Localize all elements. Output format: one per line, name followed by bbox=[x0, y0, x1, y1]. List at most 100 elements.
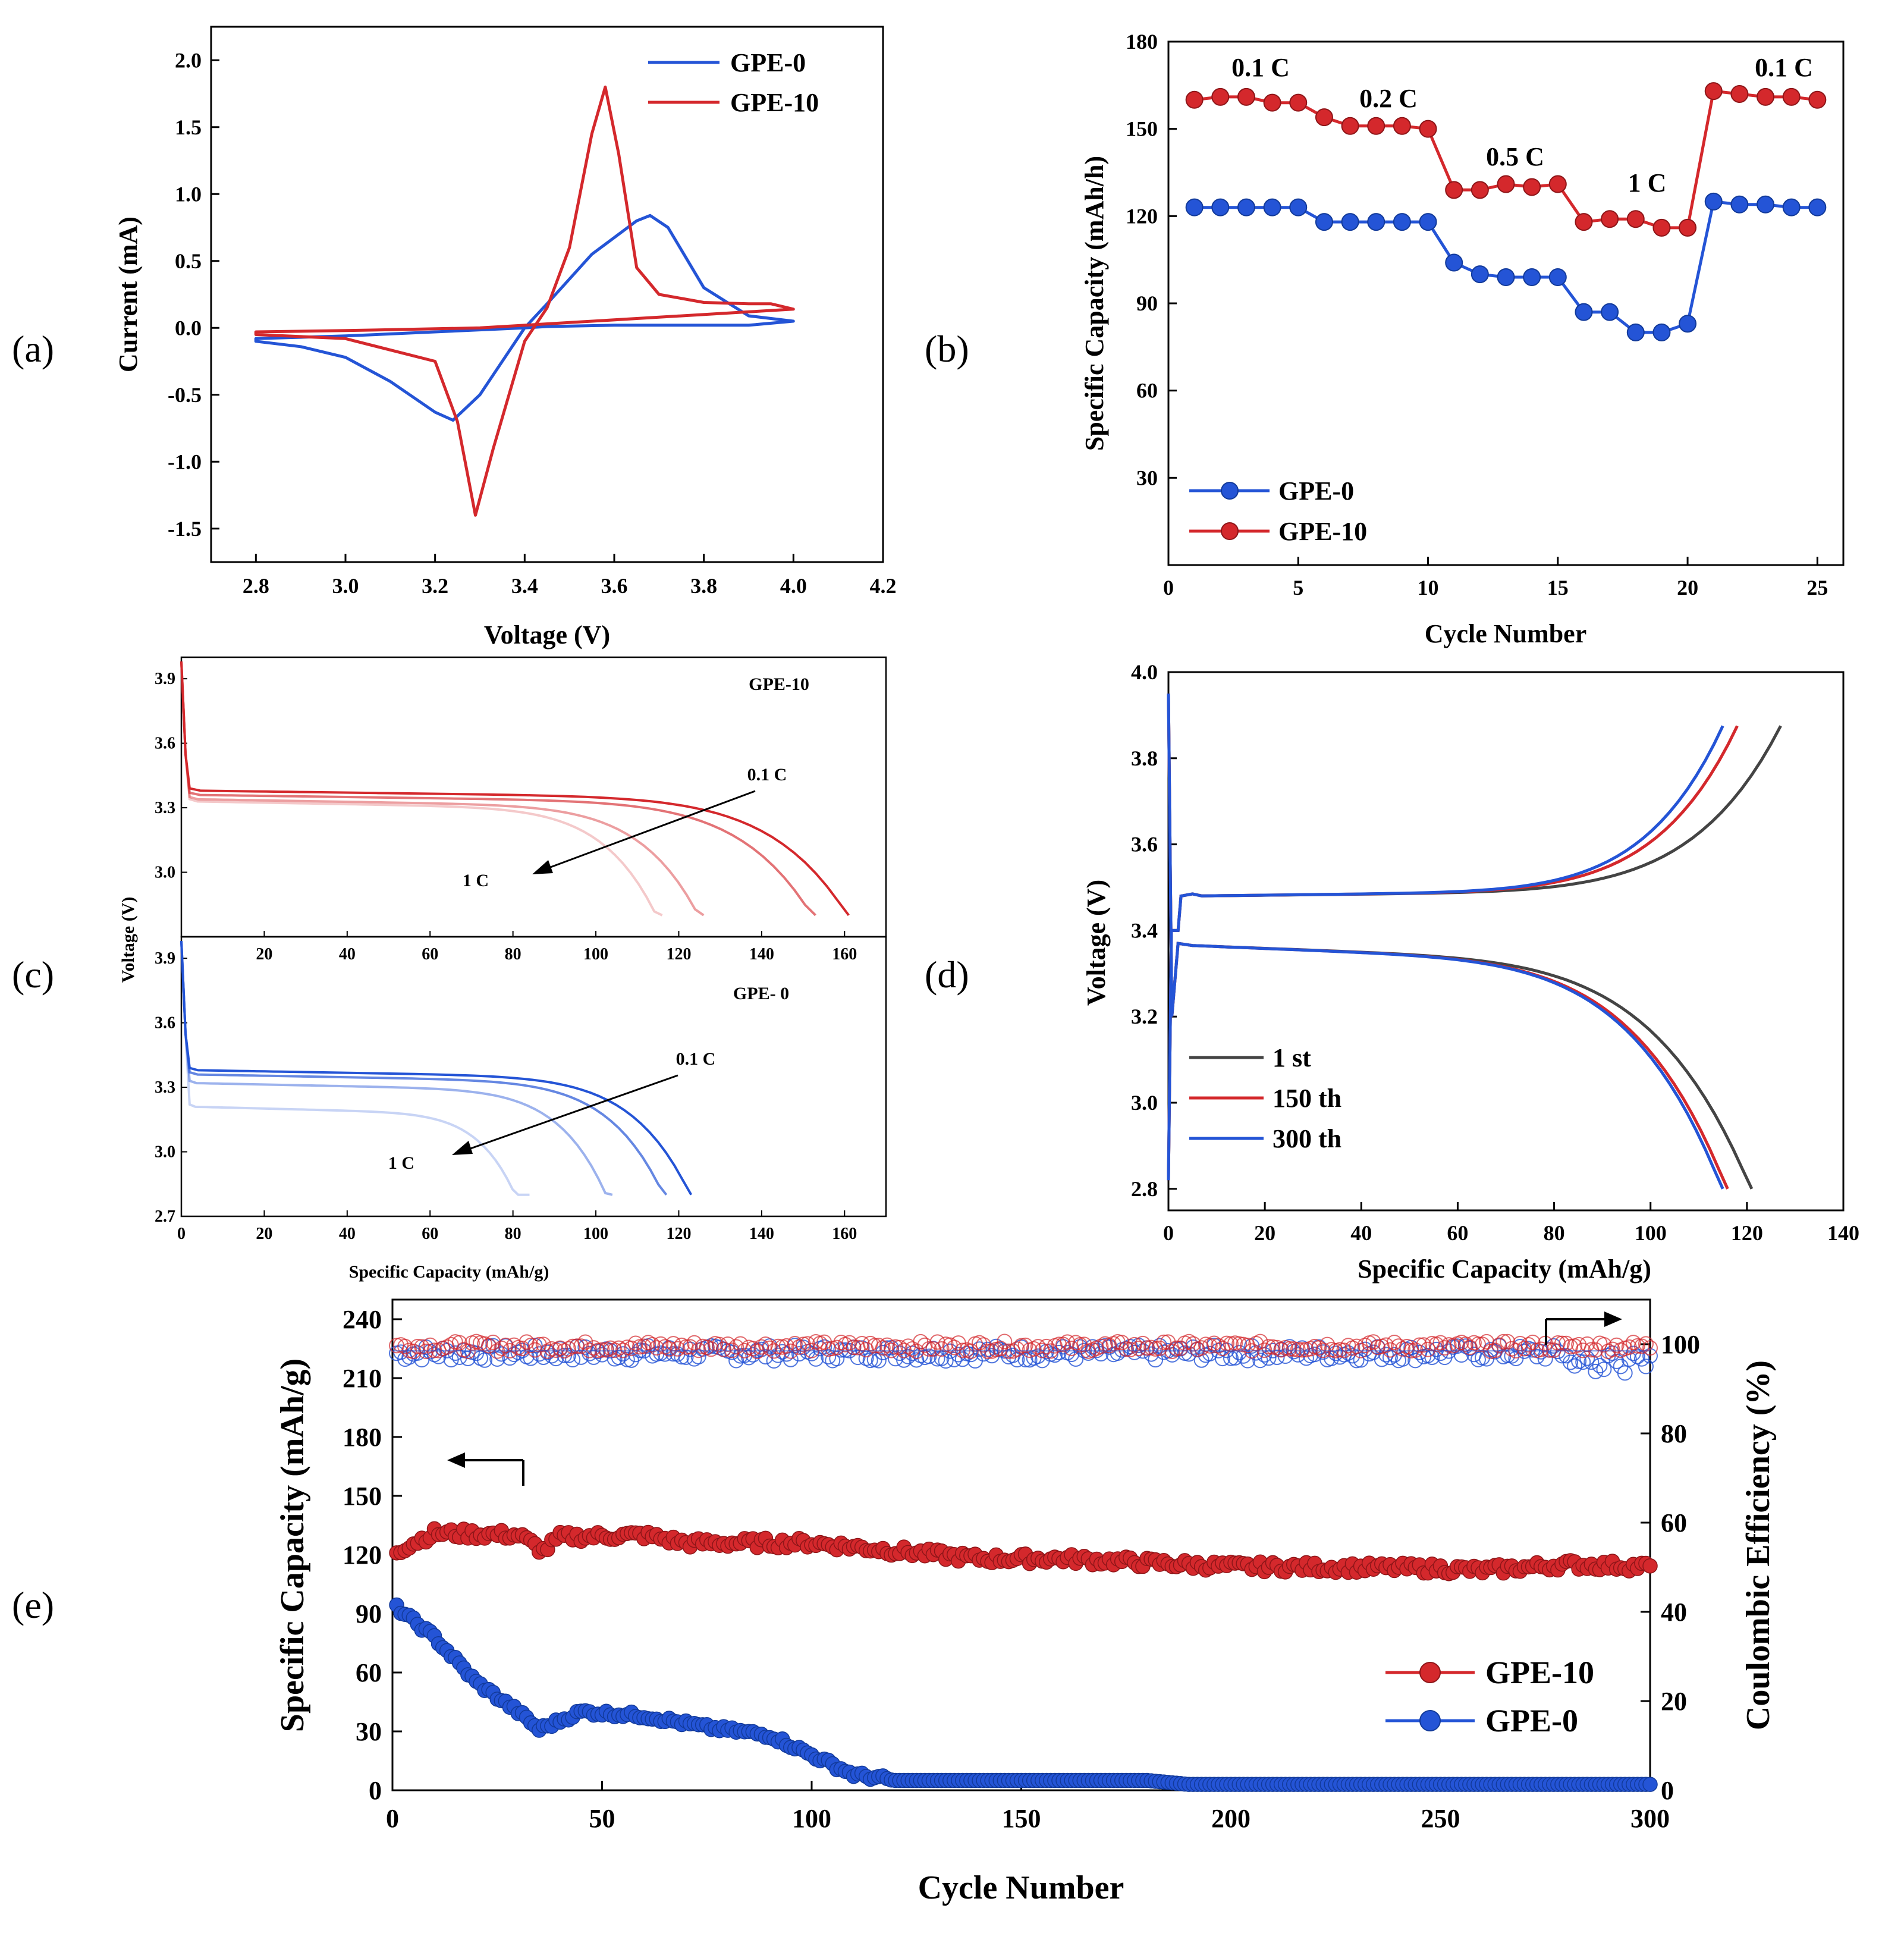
rate-point-gpe-10 bbox=[1626, 210, 1645, 228]
xtick-label: 4.0 bbox=[780, 574, 807, 598]
ytick-label: 60 bbox=[356, 1658, 382, 1687]
ce-point-gpe0 bbox=[686, 1351, 702, 1367]
panel-a: (a) -1.5 -1.0 -0.5 0.0 0.5 1.0 1.5 2.0 2.8 3.0 3.… bbox=[12, 26, 897, 649]
ce-point-gpe10 bbox=[778, 1338, 794, 1354]
ce-point-gpe0 bbox=[774, 1344, 790, 1360]
ce-point-gpe10 bbox=[1038, 1338, 1054, 1354]
ce-point-gpe10 bbox=[1156, 1334, 1172, 1350]
panel-a-xaxis: 2.8 3.0 3.2 3.4 3.6 3.8 4.0 4.2 bbox=[243, 554, 897, 598]
ce-point-gpe10 bbox=[577, 1334, 593, 1350]
panel-a-frame bbox=[210, 26, 884, 563]
ce-point-gpe0 bbox=[1529, 1348, 1545, 1364]
xtick-label: 250 bbox=[1421, 1804, 1460, 1833]
discharge-curve-300th bbox=[1167, 694, 1724, 1190]
panel-d-series bbox=[1167, 694, 1782, 1190]
ce-point-gpe10 bbox=[913, 1333, 929, 1350]
rate-point-gpe-10 bbox=[1289, 93, 1308, 112]
rate-point-gpe-10 bbox=[1393, 117, 1411, 135]
ce-point-gpe0 bbox=[808, 1351, 824, 1367]
ce-point-gpe10 bbox=[1633, 1338, 1649, 1354]
ytick-label: 3.3 bbox=[155, 799, 175, 817]
ce-point-gpe0 bbox=[1579, 1350, 1595, 1366]
rate-point-gpe-0 bbox=[1341, 213, 1359, 231]
panel-e-y2label: Coulombic Efficiency (%) bbox=[1740, 1360, 1777, 1730]
ce-point-gpe10 bbox=[519, 1334, 535, 1350]
rate-point-gpe-0 bbox=[1393, 213, 1411, 231]
ce-point-gpe0 bbox=[1596, 1361, 1612, 1378]
ytick-label: 2.0 bbox=[175, 48, 202, 72]
panel-b-series bbox=[1185, 82, 1827, 341]
rate-point-gpe-0 bbox=[1808, 198, 1827, 216]
arrow-head bbox=[452, 1141, 473, 1155]
rate-point-gpe-0 bbox=[1575, 303, 1593, 321]
ce-point-gpe10 bbox=[711, 1336, 727, 1353]
legend-label-gpe10: GPE-10 bbox=[1485, 1655, 1594, 1690]
ce-point-gpe10 bbox=[1395, 1341, 1411, 1357]
gpe0-discharge-curve bbox=[180, 941, 613, 1196]
ce-point-gpe10 bbox=[1009, 1341, 1025, 1357]
ce-point-gpe10 bbox=[1533, 1341, 1549, 1357]
ce-point-gpe0 bbox=[821, 1349, 837, 1365]
ce-point-gpe0 bbox=[1621, 1351, 1637, 1367]
ce-point-gpe0 bbox=[909, 1352, 925, 1368]
ce-point-gpe0 bbox=[745, 1347, 761, 1363]
xtick-label: 100 bbox=[792, 1804, 831, 1833]
ce-point-gpe10 bbox=[1642, 1340, 1658, 1356]
annotation-rate-1c: 1 C bbox=[1628, 168, 1667, 197]
ce-point-gpe10 bbox=[1479, 1333, 1495, 1350]
ce-point-gpe10 bbox=[1126, 1336, 1142, 1353]
panel-c: (c) 3.0 3.3 3.6 3.9 20 40 60 80 100 120 140 160 2.7… bbox=[12, 656, 887, 1282]
rate-point-gpe-0 bbox=[1471, 265, 1489, 284]
rate-point-gpe-0 bbox=[1652, 323, 1671, 341]
rate-point-gpe-10 bbox=[1341, 117, 1359, 135]
ce-point-gpe10 bbox=[611, 1340, 627, 1356]
xtick-label: 40 bbox=[1350, 1221, 1372, 1245]
rate-point-gpe-10 bbox=[1575, 213, 1593, 231]
ce-point-gpe10 bbox=[682, 1339, 698, 1355]
ce-point-gpe10 bbox=[506, 1337, 522, 1353]
rate-point-gpe-10 bbox=[1679, 218, 1697, 237]
ytick-label: 30 bbox=[356, 1717, 382, 1746]
ytick-label: 240 bbox=[343, 1305, 382, 1334]
legend-label-gpe0: GPE-0 bbox=[1485, 1703, 1578, 1739]
arrow-left-capacity bbox=[447, 1452, 524, 1486]
gpe10-discharge-curve bbox=[180, 661, 705, 917]
ytick-label: 1.0 bbox=[175, 182, 202, 206]
ce-point-gpe10 bbox=[728, 1339, 744, 1355]
ce-point-gpe0 bbox=[950, 1347, 966, 1363]
ce-point-gpe10 bbox=[1604, 1341, 1620, 1357]
ce-point-gpe10 bbox=[1093, 1338, 1109, 1354]
arrow-line bbox=[463, 1074, 678, 1152]
ce-point-gpe10 bbox=[573, 1338, 589, 1354]
panel-c-bottom-frame bbox=[180, 936, 887, 1218]
rate-point-gpe-0 bbox=[1757, 195, 1775, 214]
xtick-label: 120 bbox=[666, 1225, 691, 1243]
legend-label-gpe10: GPE-10 bbox=[730, 88, 819, 117]
ce-point-gpe0 bbox=[678, 1349, 694, 1365]
xtick-label: 80 bbox=[505, 1225, 521, 1243]
ce-point-gpe10 bbox=[645, 1336, 661, 1353]
ce-point-gpe10 bbox=[715, 1341, 731, 1357]
cv-curve-gpe-0 bbox=[254, 214, 795, 422]
xtick-label: 120 bbox=[666, 945, 691, 964]
ytick-label: 90 bbox=[1136, 291, 1158, 315]
ce-point-gpe0 bbox=[1642, 1348, 1658, 1364]
ce-point-gpe0 bbox=[1068, 1351, 1084, 1367]
panel-e-legend: GPE-10 GPE-0 bbox=[1385, 1655, 1594, 1739]
xtick-label: 0 bbox=[1163, 1221, 1174, 1245]
ce-point-gpe10 bbox=[1621, 1339, 1637, 1355]
panel-c-top: 3.0 3.3 3.6 3.9 20 40 60 80 100 120 140 160 bbox=[155, 661, 857, 964]
ce-point-gpe0 bbox=[1252, 1353, 1268, 1369]
panel-c-label: (c) bbox=[12, 953, 54, 996]
ce-point-gpe10 bbox=[1625, 1335, 1641, 1351]
xtick-label: 20 bbox=[1677, 576, 1698, 600]
legend-marker-gpe10 bbox=[1221, 522, 1239, 540]
ce-point-gpe10 bbox=[1269, 1339, 1285, 1355]
rate-point-gpe-10 bbox=[1730, 85, 1749, 103]
gpe10-discharge-curve bbox=[180, 661, 816, 917]
ce-point-gpe0 bbox=[1563, 1354, 1579, 1370]
arrow-line bbox=[543, 790, 756, 871]
panel-a-label: (a) bbox=[12, 328, 54, 370]
ytick-label: 3.6 bbox=[1131, 833, 1158, 856]
ce-point-gpe0 bbox=[1353, 1352, 1369, 1368]
